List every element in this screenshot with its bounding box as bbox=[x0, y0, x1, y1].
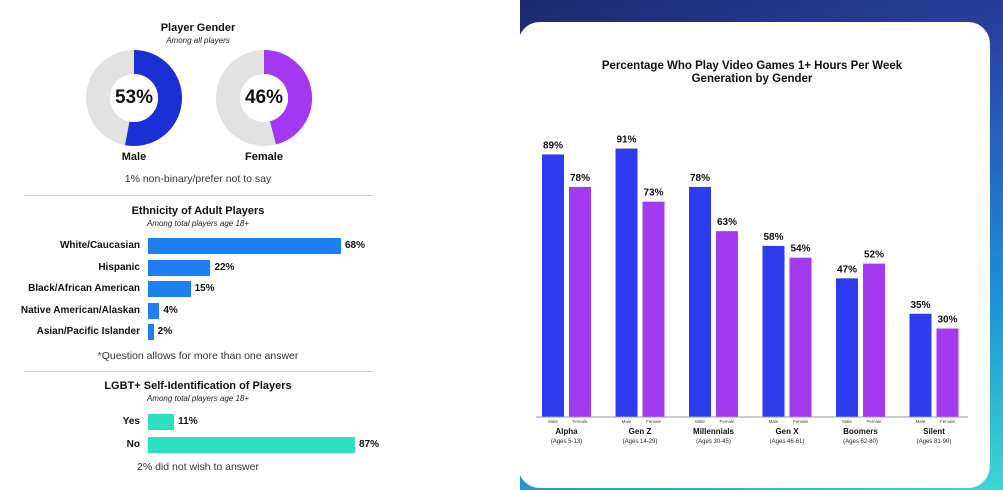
female-bar bbox=[863, 263, 885, 417]
ethnicity-subtitle: Among total players age 18+ bbox=[146, 219, 250, 228]
male-donut-hole bbox=[110, 74, 158, 122]
male-value-label: 91% bbox=[616, 135, 636, 146]
chart-title-line1: Percentage Who Play Video Games 1+ Hours… bbox=[601, 60, 903, 72]
female-donut bbox=[216, 50, 312, 146]
lgbt-bar bbox=[148, 437, 355, 453]
ethnicity-row-label: Native American/Alaskan bbox=[20, 304, 140, 316]
female-tick-label: Female bbox=[719, 419, 735, 424]
ethnicity-bar bbox=[148, 324, 154, 340]
lgbt-row-label: No bbox=[126, 439, 140, 450]
female-label: Female bbox=[245, 151, 283, 163]
ethnicity-bar-value: 15% bbox=[194, 283, 215, 294]
chart-title-line2: Generation by Gender bbox=[691, 73, 813, 85]
generation-bar-chart: 89% 78% Male Female Alpha (Ages 5-13) 91% 73% Ma… bbox=[536, 135, 968, 445]
ethnicity-title: Ethnicity of Adult Players bbox=[131, 205, 265, 217]
ethnicity-bar-value: 2% bbox=[157, 326, 173, 337]
male-donut-arc bbox=[125, 50, 182, 146]
female-bar bbox=[936, 328, 959, 417]
female-value-label: 78% bbox=[570, 173, 590, 184]
female-value-label: 54% bbox=[790, 244, 810, 255]
female-tick-label: Female bbox=[866, 419, 882, 424]
lgbt-bar bbox=[148, 414, 175, 430]
generation-label: Boomers bbox=[843, 427, 878, 436]
generation-label: Gen X bbox=[775, 427, 799, 436]
female-tick-label: Female bbox=[646, 419, 662, 424]
ethnicity-bar bbox=[148, 302, 160, 319]
female-tick-label: Female bbox=[940, 419, 956, 424]
ethnicity-bar-value: 22% bbox=[214, 261, 235, 273]
male-bar bbox=[836, 278, 858, 417]
gender-title: Player Gender bbox=[160, 22, 236, 34]
divider-2 bbox=[24, 371, 372, 372]
male-tick-label: Male bbox=[622, 419, 632, 424]
ethnicity-bar bbox=[148, 281, 191, 297]
male-bar bbox=[615, 148, 638, 418]
male-tick-label: Male bbox=[548, 419, 558, 424]
male-tick-label: Male bbox=[916, 419, 926, 424]
male-bar bbox=[762, 245, 785, 417]
generation-ages-label: (Ages 30-45) bbox=[696, 439, 731, 445]
ethnicity-bar bbox=[148, 238, 341, 254]
gender-note: 1% non-binary/prefer not to say bbox=[124, 173, 272, 185]
female-donut-hole bbox=[240, 74, 288, 122]
ethnicity-bar-value: 4% bbox=[163, 304, 178, 316]
lgbt-note: 2% did not wish to answer bbox=[137, 461, 259, 473]
female-bar bbox=[716, 231, 738, 417]
generation-label: Alpha bbox=[555, 427, 578, 436]
lgbt-row-label: Yes bbox=[122, 416, 140, 427]
female-bar bbox=[789, 257, 812, 417]
ethnicity-row-label: Black/African American bbox=[28, 283, 140, 294]
generation-ages-label: (Ages 81-90) bbox=[917, 439, 952, 445]
male-value-label: 35% bbox=[910, 300, 930, 311]
lgbt-bar-value: 87% bbox=[359, 439, 380, 450]
generation-ages-label: (Ages 14-29) bbox=[623, 439, 658, 445]
ethnicity-row-label: Asian/Pacific Islander bbox=[36, 326, 140, 337]
male-percentage: 53% bbox=[114, 87, 154, 108]
male-value-label: 47% bbox=[837, 264, 857, 275]
generation-ages-label: (Ages 62-80) bbox=[843, 439, 878, 445]
male-value-label: 58% bbox=[763, 232, 783, 243]
ethnicity-bar-value: 68% bbox=[345, 240, 366, 251]
female-bar bbox=[569, 186, 591, 417]
female-value-label: 52% bbox=[864, 250, 884, 261]
generation-label: Millennials bbox=[693, 427, 734, 436]
lgbt-subtitle: Among total players age 18+ bbox=[146, 394, 250, 403]
female-tick-label: Female bbox=[793, 419, 809, 424]
male-donut bbox=[86, 50, 182, 146]
generation-ages-label: (Ages 5-13) bbox=[551, 439, 582, 445]
lgbt-bar-value: 11% bbox=[178, 416, 198, 427]
male-tick-label: Male bbox=[842, 419, 852, 424]
female-percentage: 46% bbox=[244, 87, 284, 108]
generation-label: Gen Z bbox=[629, 427, 652, 436]
ethnicity-row-label: White/Caucasian bbox=[59, 240, 140, 251]
ethnicity-bar bbox=[148, 259, 211, 276]
lgbt-title: LGBT+ Self-Identification of Players bbox=[104, 380, 292, 392]
gender-subtitle: Among all players bbox=[166, 36, 230, 45]
female-tick-label: Female bbox=[572, 419, 588, 424]
ethnicity-note: *Question allows for more than one answe… bbox=[97, 350, 299, 362]
female-donut-arc bbox=[263, 50, 312, 145]
female-value-label: 73% bbox=[643, 188, 663, 199]
male-bar bbox=[689, 186, 711, 417]
divider-1 bbox=[24, 195, 372, 196]
female-value-label: 63% bbox=[717, 217, 737, 228]
male-bar bbox=[542, 154, 564, 417]
female-bar bbox=[642, 201, 665, 417]
generation-ages-label: (Ages 46-61) bbox=[770, 439, 805, 445]
ethnicity-row-label: Hispanic bbox=[98, 261, 140, 273]
male-tick-label: Male bbox=[695, 419, 705, 424]
male-value-label: 78% bbox=[690, 173, 710, 184]
male-tick-label: Male bbox=[769, 419, 779, 424]
male-value-label: 89% bbox=[543, 140, 563, 151]
male-label: Male bbox=[121, 151, 147, 163]
female-value-label: 30% bbox=[937, 315, 957, 326]
generation-label: Silent bbox=[923, 427, 945, 436]
male-bar bbox=[909, 313, 932, 417]
